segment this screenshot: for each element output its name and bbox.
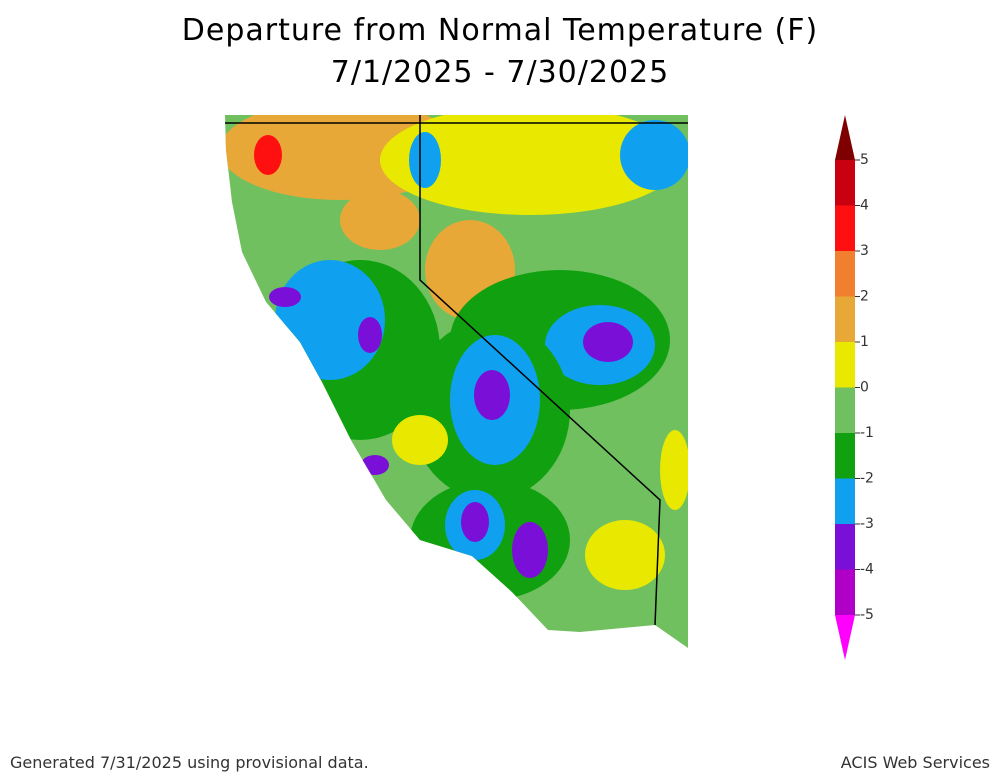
colorbar-box: [835, 296, 855, 342]
colorbar-label: 1: [860, 334, 869, 350]
colorbar-label: -1: [860, 425, 874, 441]
colorbar-arrow: [835, 615, 855, 660]
colorbar-label: -2: [860, 471, 874, 487]
colorbar-label: -5: [860, 607, 874, 623]
colorbar-box: [835, 387, 855, 433]
colorbar-label: 5: [860, 152, 869, 168]
colorbar-box: [835, 524, 855, 570]
colorbar-box: [835, 205, 855, 251]
colorbar-box: [835, 251, 855, 297]
colorbar-label: 4: [860, 198, 869, 214]
footer-right: ACIS Web Services: [841, 753, 990, 772]
colorbar-box: [835, 433, 855, 479]
title: Departure from Normal Temperature (F): [182, 13, 818, 48]
state-border: [225, 115, 688, 626]
colorbar-box: [835, 342, 855, 388]
colorbar-label: 3: [860, 243, 869, 259]
subtitle: 7/1/2025 - 7/30/2025: [331, 55, 669, 90]
colorbar-label: 2: [860, 289, 869, 305]
colorbar-label: 0: [860, 380, 869, 396]
colorbar-label: -4: [860, 562, 874, 578]
colorbar-label: -3: [860, 516, 874, 532]
colorbar-box: [835, 569, 855, 615]
temperature-map: [225, 115, 688, 648]
footer-left: Generated 7/31/2025 using provisional da…: [10, 753, 369, 772]
colorbar-box: [835, 478, 855, 524]
colorbar-box: [835, 160, 855, 206]
colorbar: 5 4 3 2 1 0 -1 -2 -3 -4 -5: [835, 115, 874, 660]
colorbar-arrow: [835, 115, 855, 160]
